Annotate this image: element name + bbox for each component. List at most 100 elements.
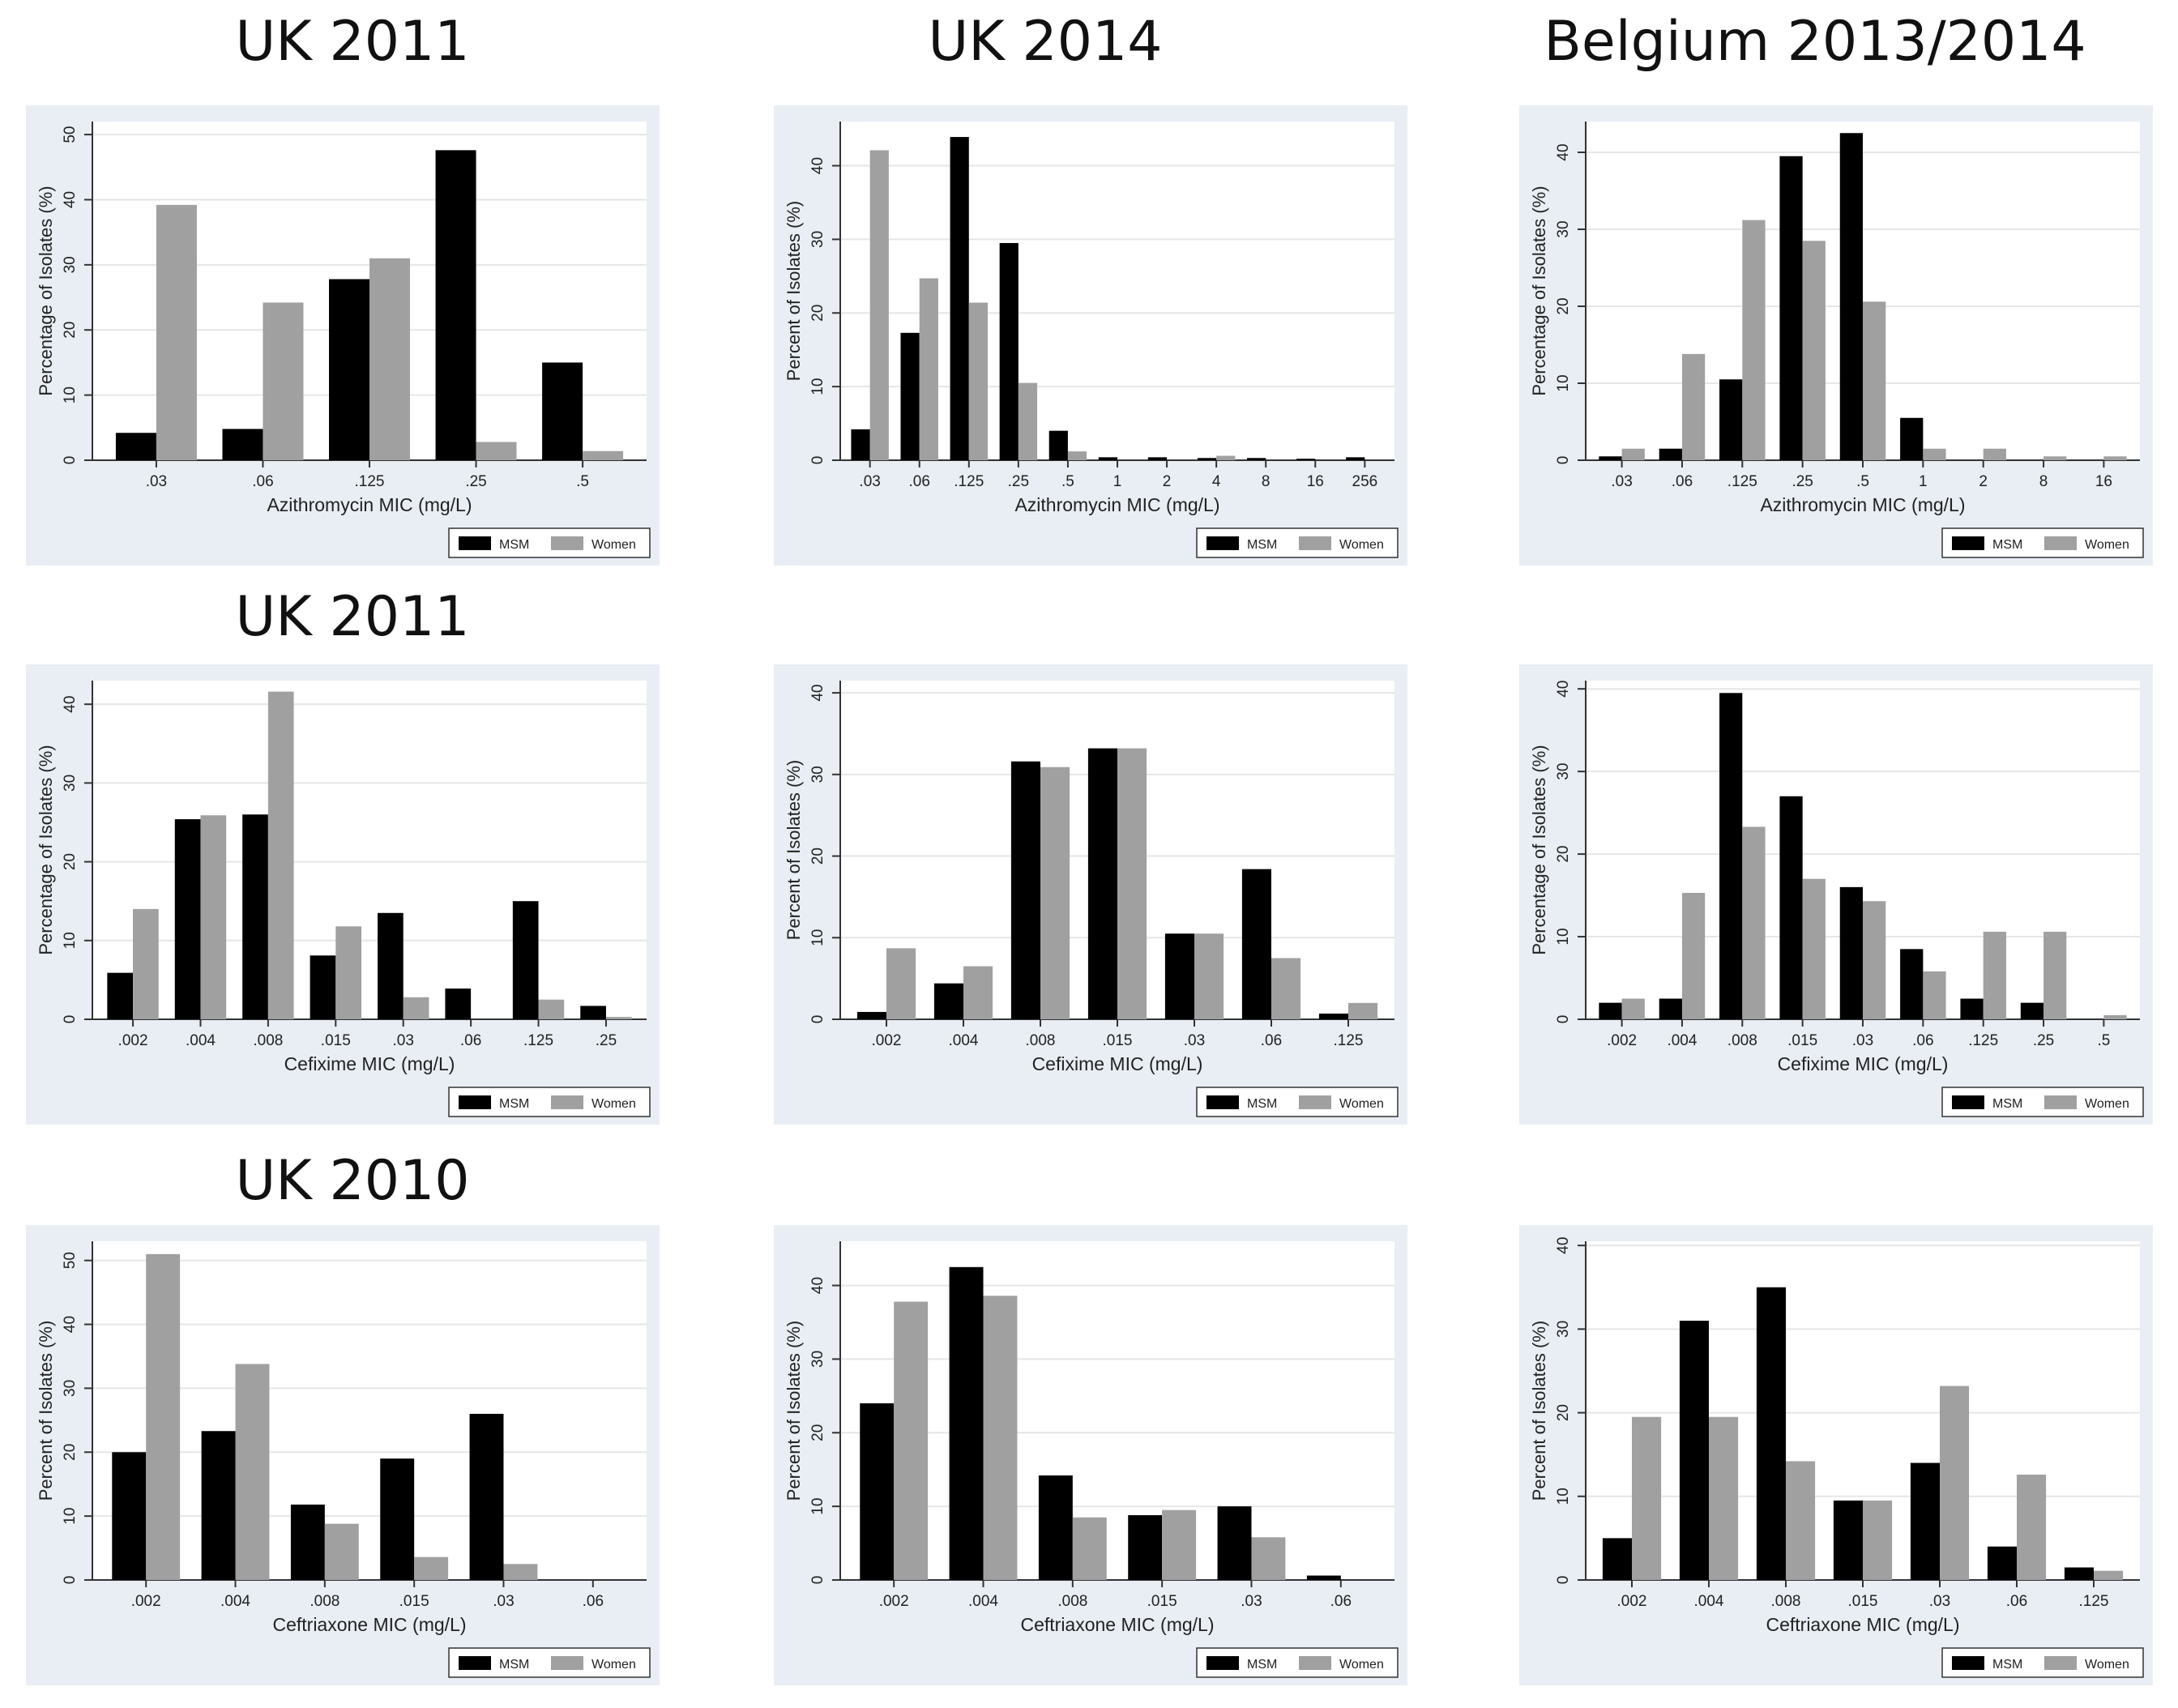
legend-label-women: Women xyxy=(591,538,636,552)
bar-msm xyxy=(1010,761,1040,1019)
bar-women xyxy=(1621,448,1645,460)
legend-swatch-women xyxy=(2044,1095,2077,1109)
bar-women xyxy=(1742,220,1766,460)
y-tick-label: 0 xyxy=(1555,1576,1572,1585)
bar-women xyxy=(1251,1537,1286,1580)
x-tick-label: .015 xyxy=(321,1032,351,1049)
legend-label-women: Women xyxy=(1339,538,1384,552)
bar-msm xyxy=(201,1431,236,1580)
bar-msm xyxy=(949,1266,984,1580)
bar-women xyxy=(156,204,197,460)
bar-women xyxy=(2043,456,2067,460)
x-axis-label: Ceftriaxone MIC (mg/L) xyxy=(1020,1614,1214,1635)
legend-swatch-msm xyxy=(459,536,491,550)
y-tick-label: 50 xyxy=(62,1252,79,1269)
title-belgium-2013-2014: Belgium 2013/2014 xyxy=(1544,10,2086,74)
legend-swatch-msm xyxy=(1206,1656,1239,1670)
bar-msm xyxy=(1779,796,1803,1019)
y-tick-label: 40 xyxy=(809,1277,826,1294)
bar-women xyxy=(324,1523,359,1580)
chart-2: 0 10 20 30 40 .03 .06 .125 .25 .5 1 2 8 16 Azithromyci… xyxy=(1519,105,2153,566)
x-tick-label: .125 xyxy=(1727,473,1757,490)
y-tick-label: 10 xyxy=(809,929,826,946)
bar-women xyxy=(1621,998,1645,1019)
y-tick-label: 30 xyxy=(62,775,79,792)
bar-msm xyxy=(1346,457,1365,460)
bar-msm xyxy=(1679,1321,1709,1580)
bar-women xyxy=(1117,748,1147,1019)
x-tick-label: .25 xyxy=(596,1032,617,1049)
title-uk-2014: UK 2014 xyxy=(928,10,1163,74)
bar-msm xyxy=(1659,998,1682,1019)
legend-swatch-women xyxy=(551,536,583,550)
legend-label-msm: MSM xyxy=(1247,1658,1277,1672)
legend-label-women: Women xyxy=(1339,1097,1384,1111)
bar-msm xyxy=(860,1403,895,1580)
legend-label-women: Women xyxy=(1339,1658,1384,1672)
bar-msm xyxy=(1087,748,1117,1019)
bar-women xyxy=(1983,448,2006,460)
y-tick-label: 0 xyxy=(1555,1015,1572,1024)
bar-msm xyxy=(1756,1287,1786,1580)
x-tick-label: .008 xyxy=(310,1593,340,1610)
bar-msm xyxy=(445,989,472,1019)
bar-msm xyxy=(512,901,539,1019)
legend-label-msm: MSM xyxy=(499,1097,529,1111)
x-tick-label: .25 xyxy=(2033,1032,2054,1049)
y-tick-label: 20 xyxy=(1555,1404,1572,1421)
bar-msm xyxy=(933,983,963,1019)
x-tick-label: 8 xyxy=(2039,473,2048,490)
bar-women xyxy=(919,278,938,460)
x-tick-label: 1 xyxy=(1113,473,1122,490)
bar-msm xyxy=(174,819,201,1019)
bar-msm xyxy=(1296,459,1316,460)
bar-women xyxy=(2043,931,2067,1019)
x-tick-label: .06 xyxy=(460,1032,481,1049)
x-tick-label: .125 xyxy=(355,473,385,490)
bar-msm xyxy=(1217,1506,1252,1580)
x-tick-label: 8 xyxy=(1262,473,1270,490)
y-tick-label: 0 xyxy=(62,1015,79,1024)
bar-msm xyxy=(1038,1475,1073,1580)
title-uk-2011-azithromycin: UK 2011 xyxy=(235,10,470,74)
legend-label-msm: MSM xyxy=(1247,1097,1277,1111)
legend-swatch-women xyxy=(1299,536,1331,550)
x-axis-label: Azithromycin MIC (mg/L) xyxy=(1760,494,1965,515)
x-tick-label: 16 xyxy=(1307,473,1324,490)
x-tick-label: .25 xyxy=(465,473,486,490)
bar-msm xyxy=(542,362,583,460)
y-axis-label: Percentage of Isolates (%) xyxy=(1529,745,1549,954)
bar-women xyxy=(1681,893,1706,1019)
y-tick-label: 30 xyxy=(809,766,826,783)
bar-women xyxy=(1742,826,1766,1019)
y-tick-label: 0 xyxy=(809,1015,826,1024)
x-tick-label: 16 xyxy=(2095,473,2112,490)
x-tick-label: .125 xyxy=(954,473,984,490)
x-tick-label: .03 xyxy=(392,1032,413,1049)
bar-women xyxy=(983,1296,1018,1580)
y-tick-label: 20 xyxy=(809,305,826,322)
bar-women xyxy=(1681,353,1706,460)
x-tick-label: .03 xyxy=(1184,1032,1205,1049)
x-tick-label: .004 xyxy=(949,1032,979,1049)
bar-msm xyxy=(2020,1002,2044,1019)
x-tick-label: .008 xyxy=(1026,1032,1056,1049)
x-tick-label: .06 xyxy=(583,1593,604,1610)
x-tick-label: .5 xyxy=(1061,473,1074,490)
y-tick-label: 0 xyxy=(809,456,826,465)
bar-women xyxy=(605,1017,632,1019)
x-tick-label: .004 xyxy=(186,1032,216,1049)
bar-msm xyxy=(1659,448,1682,460)
x-tick-label: .002 xyxy=(879,1593,909,1610)
legend-swatch-msm xyxy=(459,1656,491,1670)
y-tick-label: 20 xyxy=(809,848,826,865)
bar-women xyxy=(894,1301,929,1580)
bar-msm xyxy=(1719,693,1743,1019)
bar-msm xyxy=(1900,949,1924,1019)
legend-label-msm: MSM xyxy=(499,538,529,552)
y-tick-label: 30 xyxy=(62,256,79,273)
chart-1: 0 10 20 30 40 .03 .06 .125 .25 .5 1 2 4 8 16 256 Azithro… xyxy=(774,105,1407,566)
bar-women xyxy=(235,1364,270,1580)
x-tick-label: .5 xyxy=(576,473,589,490)
y-tick-label: 40 xyxy=(62,696,79,713)
